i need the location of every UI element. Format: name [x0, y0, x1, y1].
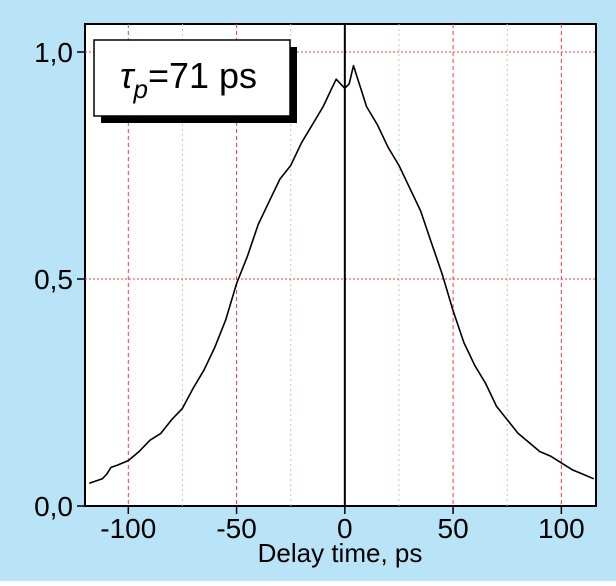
y-tick-label: 0,5: [34, 264, 73, 295]
x-axis-label: Delay time, ps: [258, 538, 423, 568]
annotation-value: =71 ps: [148, 55, 257, 96]
annotation-text: τp=71 ps: [120, 55, 257, 104]
annotation-box-frame: [93, 39, 291, 117]
annotation-subscript: p: [132, 74, 147, 104]
annotation-symbol: τ: [120, 55, 136, 96]
axis-layer: [77, 24, 563, 514]
y-tick-label: 0,0: [34, 491, 73, 522]
y-tick-label: 1,0: [34, 37, 73, 68]
x-tick-label: 0: [337, 513, 353, 544]
x-tick-label: -50: [216, 513, 256, 544]
x-tick-label: -100: [100, 513, 156, 544]
series-layer: [89, 64, 595, 485]
tick-label-layer: -100 -50 0 50 100 0,0 0,5 1,0: [34, 37, 585, 544]
autocorrelation-trace: [89, 64, 595, 485]
x-tick-label: 100: [538, 513, 585, 544]
x-tick-label: 50: [438, 513, 469, 544]
annotation-box: τp=71 ps: [93, 39, 297, 123]
